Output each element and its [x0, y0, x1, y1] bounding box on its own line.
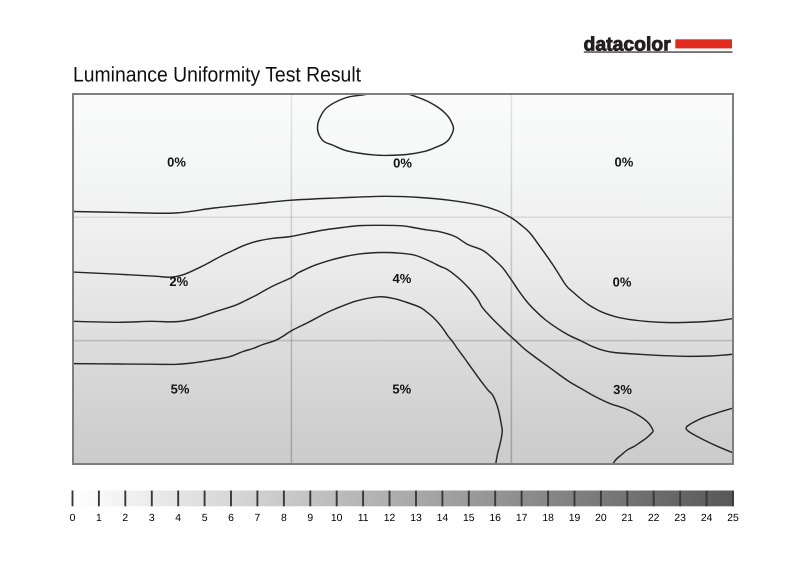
svg-text:11: 11 — [358, 513, 369, 524]
svg-text:12: 12 — [384, 513, 396, 524]
svg-text:16: 16 — [489, 513, 501, 524]
svg-text:7: 7 — [255, 513, 261, 524]
svg-text:13: 13 — [410, 513, 422, 524]
svg-text:0%: 0% — [393, 156, 412, 171]
svg-text:5%: 5% — [392, 382, 411, 397]
svg-text:24: 24 — [701, 513, 713, 524]
svg-text:10: 10 — [331, 513, 343, 524]
svg-text:25: 25 — [727, 513, 739, 524]
svg-text:3: 3 — [149, 513, 155, 524]
svg-text:5: 5 — [202, 513, 208, 524]
svg-text:14: 14 — [437, 513, 449, 524]
svg-text:22: 22 — [648, 513, 660, 524]
svg-text:23: 23 — [674, 513, 686, 524]
svg-text:21: 21 — [622, 513, 634, 524]
svg-text:17: 17 — [516, 513, 528, 524]
svg-text:9: 9 — [307, 513, 313, 524]
svg-text:4: 4 — [175, 513, 181, 524]
svg-text:0%: 0% — [615, 155, 634, 170]
svg-text:4%: 4% — [393, 271, 412, 286]
svg-text:6: 6 — [228, 513, 234, 524]
svg-text:19: 19 — [569, 513, 581, 524]
svg-text:3%: 3% — [613, 382, 632, 397]
svg-text:20: 20 — [595, 513, 607, 524]
svg-text:Luminance Uniformity Test Resu: Luminance Uniformity Test Result — [73, 64, 361, 87]
svg-text:15: 15 — [463, 513, 475, 524]
svg-text:5%: 5% — [171, 382, 190, 397]
svg-text:datacolor: datacolor — [584, 33, 672, 55]
svg-text:18: 18 — [542, 513, 554, 524]
svg-text:1: 1 — [96, 513, 102, 524]
svg-text:8: 8 — [281, 513, 287, 524]
svg-text:0%: 0% — [613, 275, 632, 290]
svg-text:0%: 0% — [167, 155, 186, 170]
svg-text:2%: 2% — [169, 274, 188, 289]
svg-text:0: 0 — [70, 513, 76, 524]
svg-text:2: 2 — [122, 513, 128, 524]
